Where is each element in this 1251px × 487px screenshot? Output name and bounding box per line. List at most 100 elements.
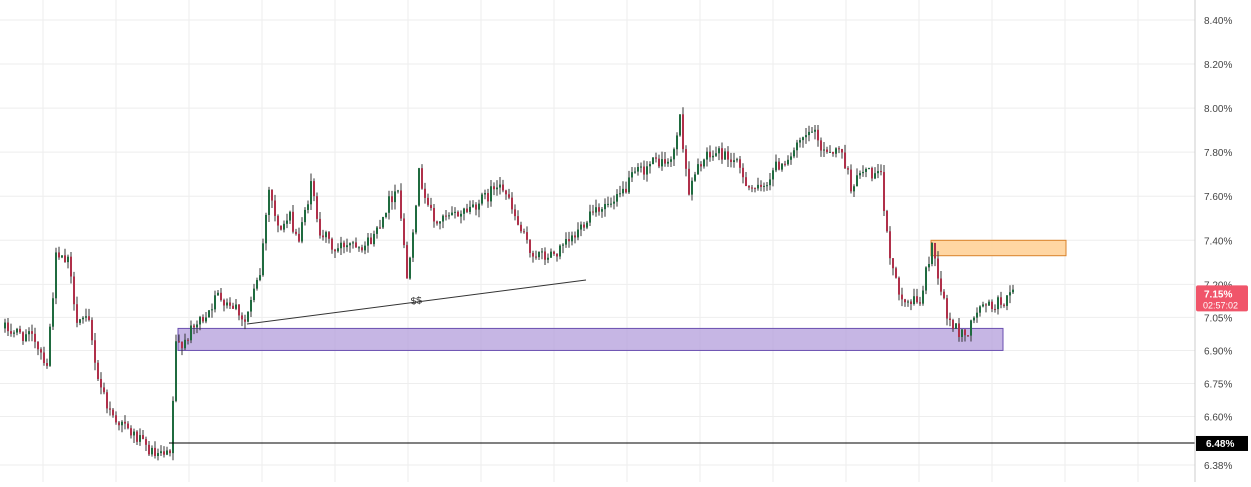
- candle-body: [253, 288, 255, 301]
- candle-body: [586, 222, 588, 228]
- candle-body: [811, 131, 813, 133]
- candle-body: [541, 251, 543, 253]
- candle-body: [670, 159, 672, 162]
- candle-body: [112, 409, 114, 416]
- candle-down: [511, 192, 513, 214]
- candle-up: [481, 192, 483, 206]
- price-tick-label: 8.00%: [1204, 104, 1232, 115]
- candle-up: [469, 200, 471, 215]
- candle-body: [49, 326, 51, 366]
- price-tick-label: 7.80%: [1204, 148, 1232, 159]
- candle-body: [505, 190, 507, 195]
- candle-body: [742, 167, 744, 178]
- candle-body: [100, 378, 102, 388]
- candle-body: [808, 131, 810, 136]
- candle-down: [778, 158, 780, 171]
- candle-down: [910, 299, 912, 311]
- candle-up: [184, 333, 186, 351]
- candle-body: [514, 209, 516, 217]
- candle-body: [787, 159, 789, 165]
- candle-body: [517, 216, 519, 225]
- candle-body: [16, 328, 18, 333]
- candle-up: [16, 327, 18, 336]
- candle-body: [472, 204, 474, 207]
- candle-up: [634, 167, 636, 174]
- candle-body: [646, 166, 648, 175]
- candle-up: [346, 238, 348, 252]
- candle-body: [22, 332, 24, 341]
- liquidity-trendline[interactable]: [246, 279, 587, 325]
- candle-body: [814, 129, 816, 132]
- candle-down: [526, 226, 528, 244]
- candle-body: [445, 215, 447, 217]
- candle-body: [205, 317, 207, 322]
- candle-body: [529, 239, 531, 253]
- candle-body: [757, 184, 759, 189]
- candle-body: [229, 302, 231, 306]
- candle-body: [916, 296, 918, 303]
- candle-body: [106, 392, 108, 409]
- candle-body: [859, 173, 861, 176]
- candle-down: [316, 192, 318, 223]
- candle-body: [283, 223, 285, 230]
- candle-body: [718, 148, 720, 154]
- candle-body: [421, 168, 423, 189]
- candle-body: [232, 305, 234, 309]
- candle-up: [217, 289, 219, 296]
- candle-body: [448, 215, 450, 217]
- candle-down: [271, 189, 273, 209]
- candle-up: [766, 181, 768, 191]
- candle-body: [979, 306, 981, 313]
- candle-body: [847, 168, 849, 170]
- candle-body: [862, 171, 864, 174]
- supply-zone-rect[interactable]: [930, 239, 1067, 257]
- candle-body: [301, 222, 303, 242]
- candle-down: [319, 212, 321, 239]
- candle-down: [130, 425, 132, 439]
- candle-up: [25, 329, 27, 343]
- candle-down: [508, 188, 510, 200]
- candle-down: [520, 221, 522, 234]
- candle-body: [796, 142, 798, 151]
- candle-up: [619, 185, 621, 198]
- candle-body: [571, 235, 573, 242]
- demand-zone-rect[interactable]: [177, 327, 1004, 351]
- candle-body: [841, 149, 843, 153]
- candle-body: [91, 319, 93, 341]
- candle-down: [751, 185, 753, 193]
- candle-up: [358, 246, 360, 252]
- candle-up: [673, 147, 675, 166]
- candle-body: [835, 148, 837, 154]
- candle-up: [907, 299, 909, 307]
- candle-body: [415, 205, 417, 233]
- price-axis[interactable]: 8.40%8.20%8.00%7.80%7.60%7.40%7.20%7.05%…: [1194, 0, 1248, 482]
- candle-down: [544, 247, 546, 266]
- candle-body: [1003, 304, 1005, 306]
- candle-down: [937, 251, 939, 285]
- last-price-badge[interactable]: [1196, 285, 1248, 312]
- price-tick-label: 7.40%: [1204, 236, 1232, 247]
- candle-down: [403, 213, 405, 249]
- candle-body: [169, 450, 171, 454]
- candle-body: [133, 431, 135, 436]
- level-badge[interactable]: [1196, 435, 1248, 451]
- candle-up: [859, 170, 861, 179]
- candle-up: [139, 428, 141, 446]
- candle-up: [349, 242, 351, 253]
- candle-down: [556, 253, 558, 262]
- candle-up: [373, 230, 375, 247]
- candle-down: [406, 241, 408, 279]
- candle-down: [952, 318, 954, 332]
- candle-down: [964, 329, 966, 342]
- candle-down: [70, 251, 72, 284]
- candle-down: [598, 203, 600, 216]
- candle-body: [262, 243, 264, 276]
- candle-down: [118, 420, 120, 431]
- candle-down: [148, 441, 150, 456]
- candle-body: [385, 212, 387, 217]
- candle-up: [628, 170, 630, 195]
- candle-up: [262, 238, 264, 277]
- candle-down: [292, 204, 294, 234]
